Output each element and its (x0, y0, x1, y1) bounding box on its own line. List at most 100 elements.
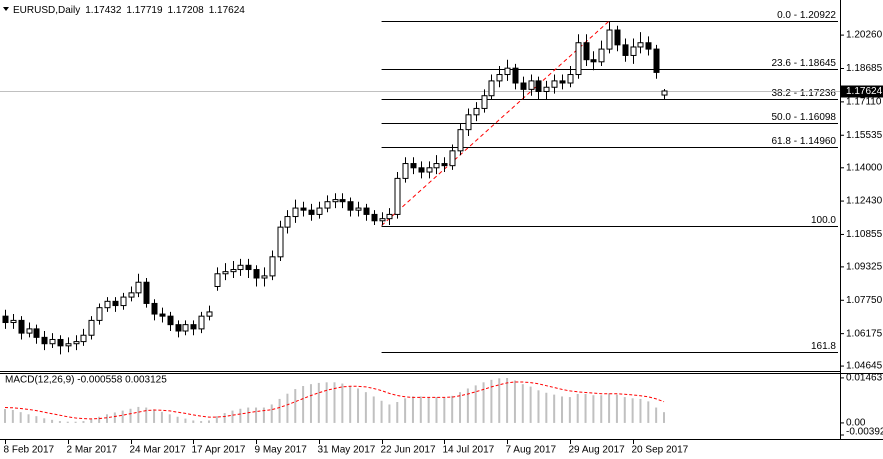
macd-bar (223, 413, 226, 423)
candle-body (33, 328, 40, 338)
macd-bar (608, 393, 611, 423)
macd-bar (592, 395, 595, 423)
candle-body (512, 67, 519, 84)
candle-body (159, 313, 166, 317)
candle-body (222, 271, 229, 275)
candle-body (104, 300, 111, 309)
candle-body (308, 209, 315, 215)
candle-body (237, 264, 244, 271)
x-tick-label: 24 Mar 2017 (130, 445, 187, 456)
candle-body (355, 207, 362, 211)
candle-body (230, 269, 237, 273)
macd-bar (631, 398, 634, 423)
y-tick-label: 1.04645 (846, 361, 883, 372)
y-tick-label: 1.10855 (846, 229, 883, 240)
candle-body (567, 74, 574, 84)
candle-body (253, 269, 260, 279)
candle-body (402, 163, 409, 179)
candle-body (339, 199, 346, 203)
macd-bar (372, 396, 375, 423)
macd-bar (231, 410, 234, 423)
candle-body (41, 336, 48, 345)
x-tick-label: 31 May 2017 (318, 445, 376, 456)
x-tick-label: 8 Feb 2017 (4, 445, 55, 456)
candle-body (441, 163, 448, 167)
macd-bar (553, 394, 556, 423)
candle-body (73, 341, 80, 345)
y-tick-label: 0.00 (846, 418, 866, 429)
macd-bar (459, 392, 462, 423)
header-high: 1.17719 (126, 5, 163, 16)
macd-bar (325, 382, 328, 423)
macd-bar (419, 396, 422, 423)
candle-body (575, 42, 582, 76)
candle-body (128, 292, 135, 298)
candle-body (535, 80, 542, 92)
macd-bar (200, 421, 203, 423)
macd-title: MACD(12,26,9) -0.000558 0.003125 (5, 375, 167, 386)
current-price-label: 1.17624 (846, 86, 883, 97)
macd-bar (294, 389, 297, 423)
macd-bar (113, 412, 116, 423)
candle-body (261, 275, 268, 279)
x-tick-label: 20 Sep 2017 (632, 445, 689, 456)
macd-bar (302, 386, 305, 423)
candle-body (143, 281, 150, 304)
candle-body (645, 42, 652, 50)
fib-label: 23.6 - 1.18645 (772, 58, 837, 69)
x-tick-label: 9 May 2017 (255, 445, 308, 456)
macd-bar (215, 416, 218, 423)
candle-body (112, 300, 119, 307)
macd-bar (561, 396, 564, 423)
fib-trend-line (381, 20, 610, 226)
macd-bar (184, 418, 187, 423)
macd-bar (58, 421, 61, 423)
macd-bar (364, 392, 367, 423)
x-tick-label: 22 Jun 2017 (381, 445, 436, 456)
macd-bar (98, 416, 101, 423)
candle-body (151, 302, 158, 315)
fib-label: 100.0 (811, 215, 836, 226)
macd-bar (309, 384, 312, 423)
candle-body (418, 167, 425, 173)
macd-bar (43, 418, 46, 423)
macd-bar (584, 394, 587, 423)
macd-signal (4, 381, 665, 420)
candle-body (496, 74, 503, 82)
macd-bar (317, 382, 320, 423)
candle-body (277, 226, 284, 258)
candle-body (394, 177, 401, 215)
candle-body (598, 48, 605, 63)
macd-bar (537, 390, 540, 423)
macd-bar (19, 412, 22, 423)
candle-body (245, 264, 252, 271)
macd-bar (11, 410, 14, 423)
y-tick-label: 1.20260 (846, 30, 883, 41)
macd-bar (427, 397, 430, 423)
macd-bar (247, 407, 250, 423)
candle-body (590, 59, 597, 63)
macd-bar (529, 386, 532, 423)
macd-bar (192, 420, 195, 423)
macd-bar (153, 409, 156, 423)
macd-bar (506, 378, 509, 423)
candle-body (363, 207, 370, 215)
candle-body (135, 281, 142, 294)
candle-body (488, 80, 495, 97)
macd-bar (137, 406, 140, 423)
fib-label: 61.8 - 1.14960 (772, 136, 837, 147)
candle-body (347, 201, 354, 211)
y-tick-label: 1.06175 (846, 328, 883, 339)
macd-bar (341, 383, 344, 423)
macd-bar (600, 395, 603, 423)
macd-bar (466, 388, 469, 423)
candle-body (433, 163, 440, 169)
candle-body (559, 80, 566, 84)
current-price-tag (841, 85, 883, 98)
x-tick-label: 29 Aug 2017 (569, 445, 626, 456)
y-tick-label: 1.14000 (846, 162, 883, 173)
candle-body (410, 163, 417, 169)
